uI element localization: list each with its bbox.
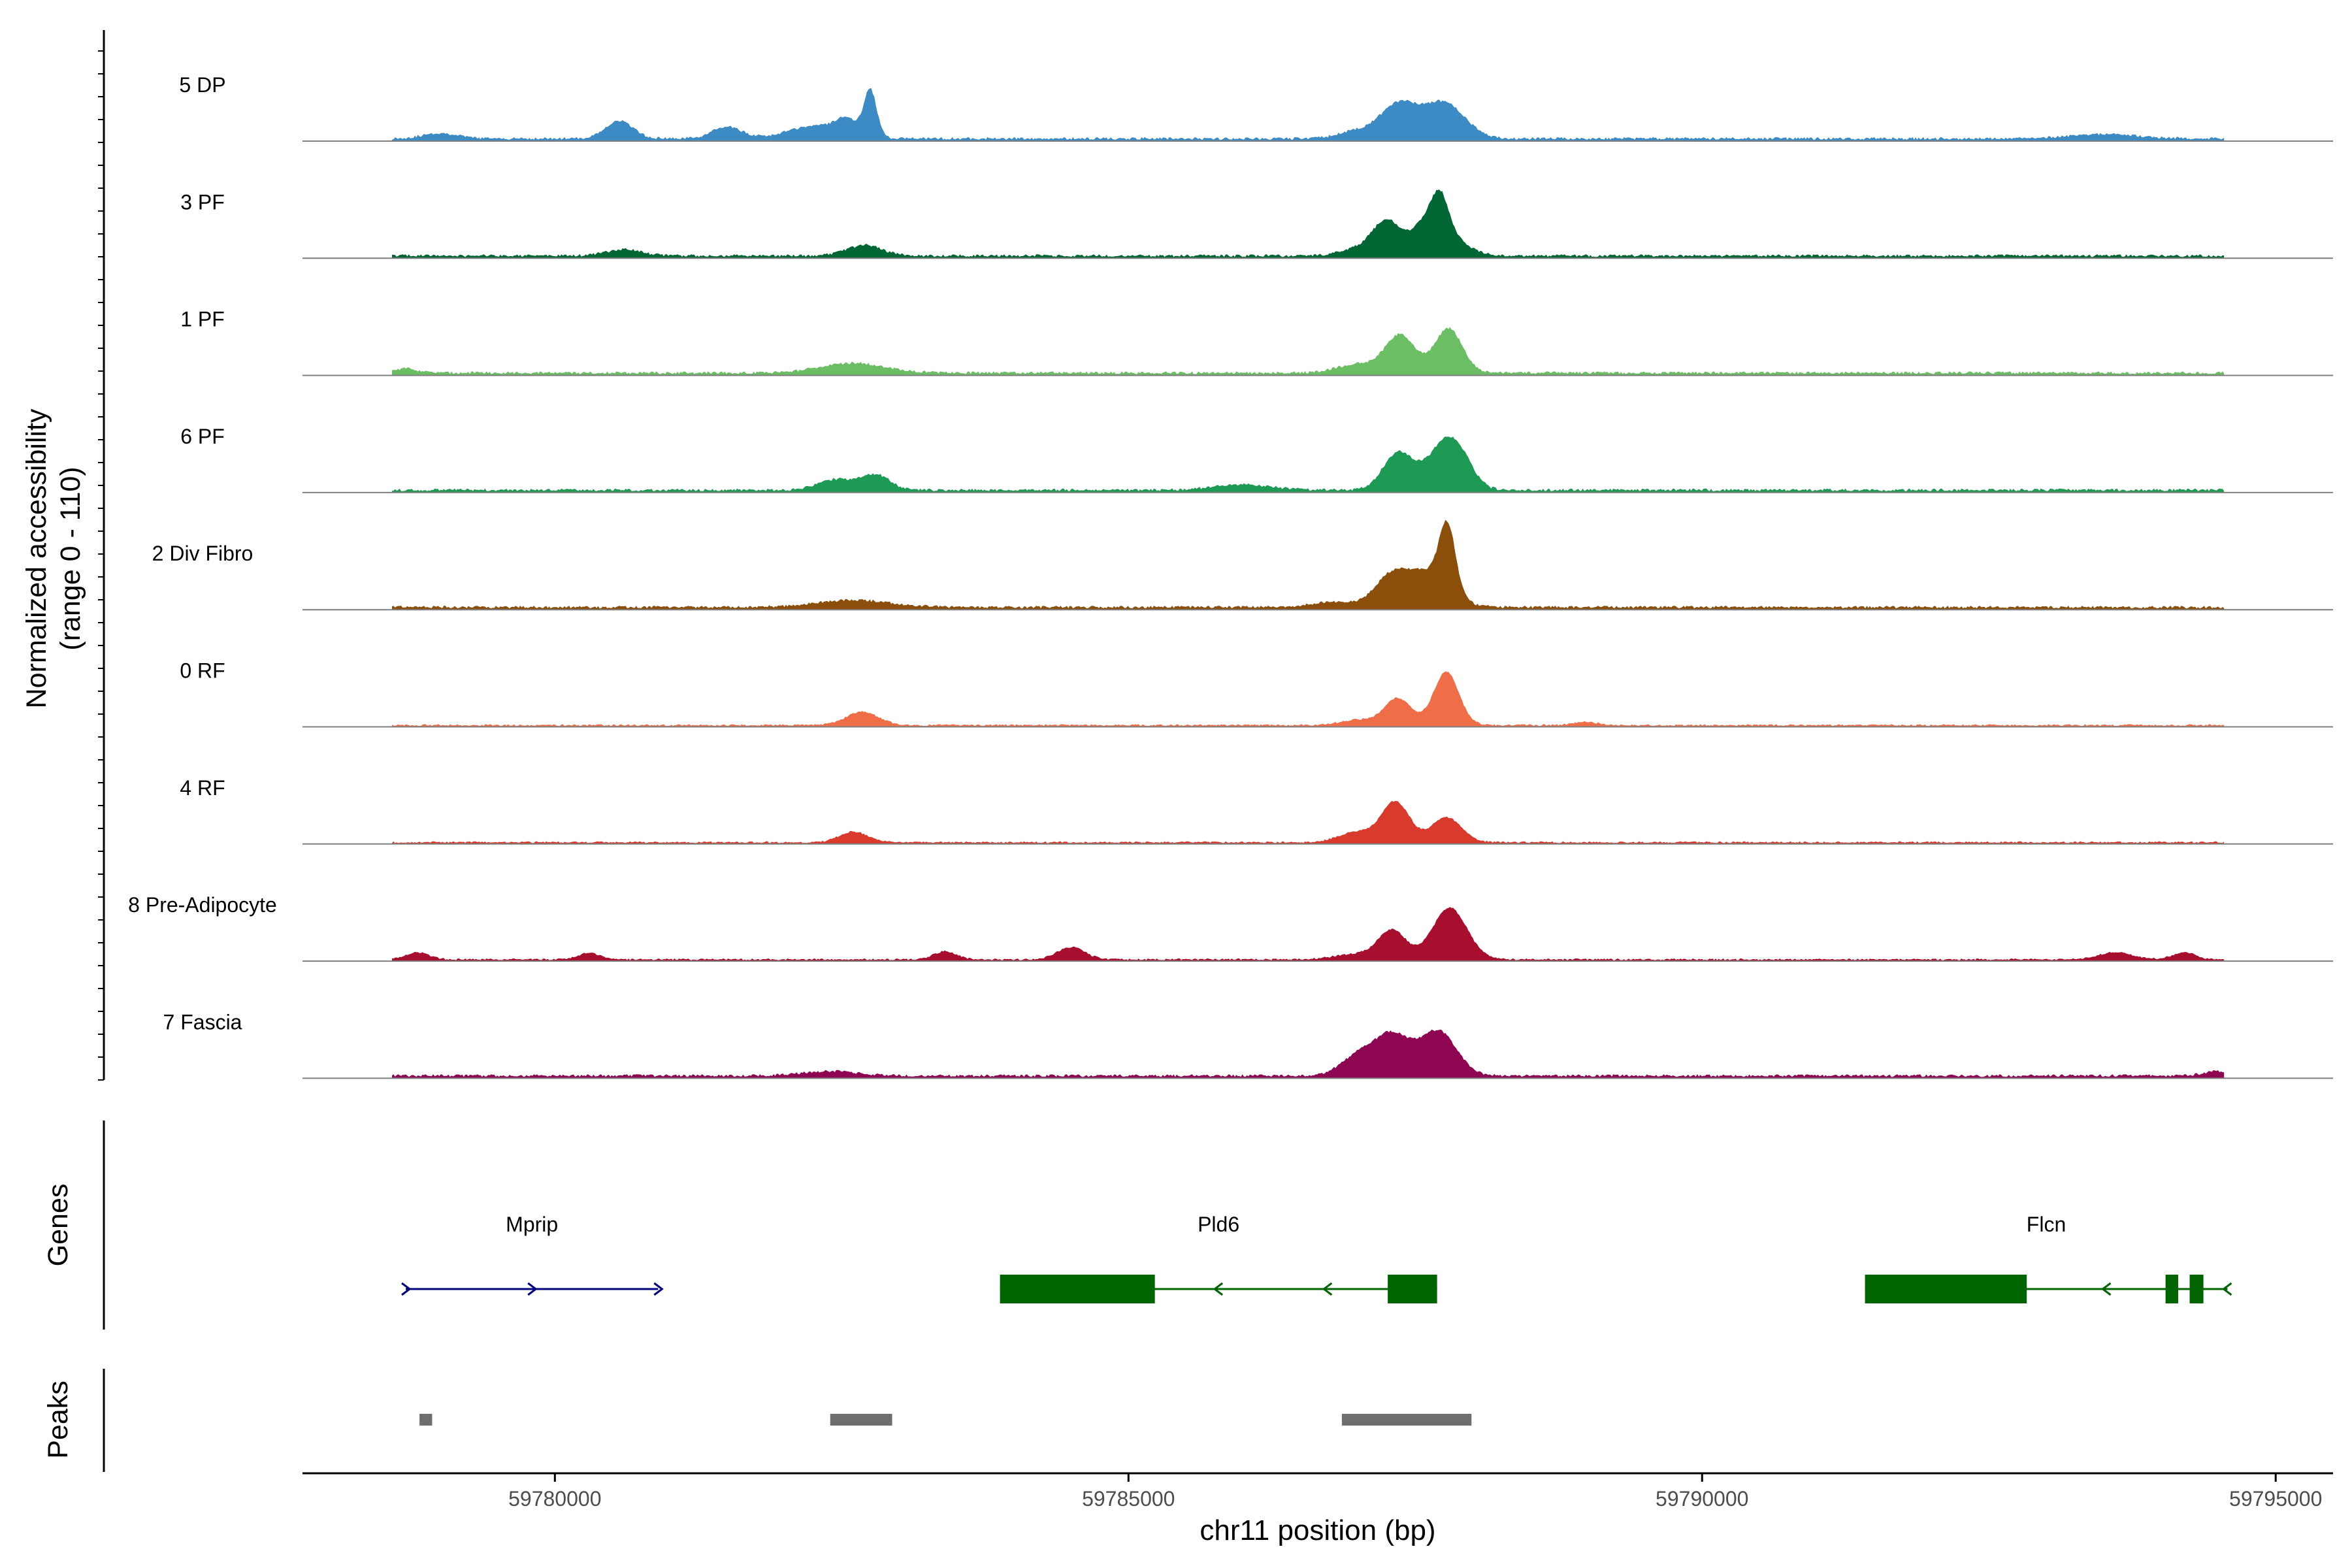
- strand-arrow: [1322, 1282, 1333, 1296]
- track-label: 8 Pre-Adipocyte: [128, 893, 277, 917]
- coverage-track: 5 DP: [179, 73, 2333, 142]
- track-label: 6 PF: [180, 425, 225, 448]
- peak-region: [830, 1414, 892, 1426]
- x-tick-label: 59790000: [1656, 1487, 1748, 1511]
- peaks-panel-label: Peaks: [42, 1380, 74, 1459]
- y-axis-title-line1: Normalized accessibility: [21, 408, 52, 708]
- gene-annotations: Mprip Pld6 Flcn: [401, 1213, 2232, 1303]
- peak-regions: [419, 1414, 1472, 1426]
- y-axis-title-line2: (range 0 - 110): [55, 466, 86, 650]
- gene-exon: [2189, 1275, 2204, 1303]
- gene-exon: [1388, 1275, 1437, 1303]
- strand-arrow: [2101, 1282, 2112, 1296]
- strand-arrow: [1213, 1282, 1224, 1296]
- coverage-track: 6 PF: [180, 425, 2333, 493]
- genes-panel-label: Genes: [42, 1184, 74, 1267]
- gene-exon: [1000, 1275, 1155, 1303]
- strand-arrow: [401, 1282, 412, 1296]
- gene-label: Flcn: [2027, 1213, 2066, 1236]
- gene-label: Mprip: [506, 1213, 558, 1236]
- gene-mprip: Mprip: [401, 1213, 664, 1296]
- track-label: 7 Fascia: [163, 1010, 242, 1034]
- coverage-track: 2 Div Fibro: [152, 519, 2333, 611]
- gene-flcn: Flcn: [1865, 1213, 2232, 1303]
- x-axis-ticks: 59780000 59785000 59790000 59795000: [508, 1473, 2322, 1511]
- peak-region: [419, 1414, 433, 1426]
- coverage-tracks: 5 DP 3 PF 1 PF 6 PF 2 Div Fibro 0 RF 4 RF 8 Pre…: [128, 73, 2333, 1079]
- coverage-track: 0 RF: [180, 659, 2333, 728]
- x-tick-label: 59795000: [2229, 1487, 2322, 1511]
- track-label: 2 Div Fibro: [152, 542, 253, 565]
- peak-region: [1341, 1414, 1472, 1426]
- gene-exon: [1865, 1275, 2027, 1303]
- coverage-track: 1 PF: [180, 308, 2333, 376]
- coverage-area: [392, 800, 2225, 844]
- strand-arrow: [2221, 1282, 2232, 1296]
- gene-label: Pld6: [1198, 1213, 1239, 1236]
- track-label: 3 PF: [180, 190, 225, 214]
- gene-pld6: Pld6: [1000, 1213, 1437, 1303]
- strand-arrow: [653, 1282, 664, 1296]
- track-label: 4 RF: [180, 776, 225, 800]
- track-label: 5 DP: [179, 73, 225, 97]
- coverage-track: 8 Pre-Adipocyte: [128, 893, 2333, 962]
- coverage-track: 3 PF: [180, 189, 2333, 259]
- track-label: 1 PF: [180, 308, 225, 331]
- x-tick-label: 59780000: [508, 1487, 601, 1511]
- coverage-area: [392, 88, 2225, 141]
- coverage-track: 4 RF: [180, 776, 2333, 845]
- x-tick-label: 59785000: [1082, 1487, 1175, 1511]
- x-axis-title: chr11 position (bp): [1200, 1514, 1435, 1546]
- coverage-y-axis-ticks: [98, 50, 104, 1081]
- coverage-track: 7 Fascia: [163, 1010, 2333, 1079]
- strand-arrow: [527, 1282, 538, 1296]
- gene-exon: [2165, 1275, 2178, 1303]
- track-label: 0 RF: [180, 659, 225, 683]
